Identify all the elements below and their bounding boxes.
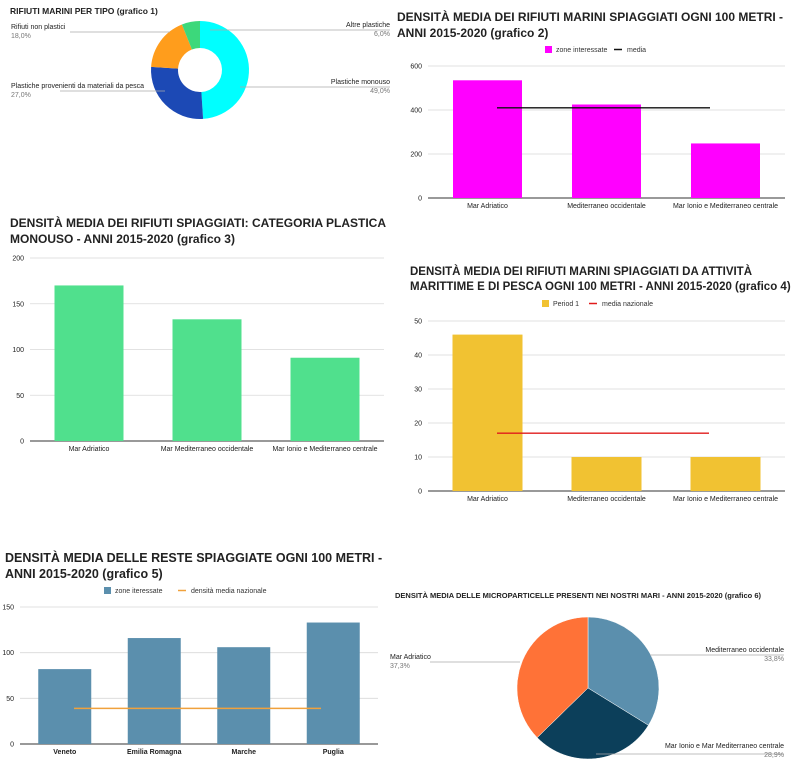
- c3-bar-1: [54, 285, 124, 441]
- c4-chart: 0 10 20 30 40 50 Mar Adriatico Mediterraneo occ…: [414, 300, 785, 503]
- c6-slice-percent: 33,8%: [764, 656, 784, 663]
- c4-y-tick-label: 0: [418, 489, 422, 496]
- c2-y-tick-label: 400: [410, 108, 422, 115]
- c2-legend: zone interessate media: [545, 46, 646, 54]
- c3-y-tick-label: 200: [12, 256, 24, 263]
- c2-x-tick-label: Mar Ionio e Mediterraneo centrale: [673, 203, 778, 210]
- c4-y-tick-label: 50: [414, 319, 422, 326]
- c5-title: DENSITÀ MEDIA DELLE RESTE SPIAGGIATE OGN…: [5, 550, 382, 581]
- c1-chart: Rifiuti non plastici 18,0% Altre plastiche…: [11, 21, 390, 119]
- c6-title: DENSITÀ MEDIA DELLE MICROPARTICELLE PRES…: [395, 591, 762, 600]
- c1-slice-percent: 27,0%: [11, 92, 31, 99]
- c2-x-tick-label: Mar Adriatico: [467, 203, 508, 210]
- c5-bar-1: [38, 669, 92, 744]
- c3-y-tick-label: 50: [16, 393, 24, 400]
- c4-y-tick-label: 20: [414, 421, 422, 428]
- c1-slice-label: Plastiche provenienti da materiali da pe…: [11, 83, 144, 90]
- c4-legend-label: Period 1: [553, 301, 579, 308]
- c4-x-tick-label: Mar Adriatico: [467, 496, 508, 503]
- c2-bar-3: [691, 143, 760, 198]
- c1-slice-percent: 18,0%: [11, 33, 31, 40]
- c1-slice-percent: 6,0%: [374, 31, 390, 38]
- c3-bar-2: [172, 319, 242, 441]
- c5-x-tick-label: Puglia: [323, 749, 344, 756]
- c2-chart: 0 200 400 600 Mar Adriatico Mediterraneo occi…: [410, 46, 785, 210]
- c5-bar-2: [127, 638, 181, 744]
- c3-title-line: DENSITÀ MEDIA DEI RIFIUTI SPIAGGIATI: CA…: [10, 215, 386, 230]
- c5-title-line: DENSITÀ MEDIA DELLE RESTE SPIAGGIATE OGN…: [5, 550, 382, 565]
- c6-slice-label: Mediterraneo occidentale: [705, 647, 784, 654]
- c1-slice-2: [151, 66, 204, 119]
- c6-slice-percent: 28,9%: [764, 752, 784, 759]
- c5-bar-3: [217, 647, 271, 744]
- c3-y-tick-label: 100: [12, 347, 24, 354]
- c2-y-tick-label: 200: [410, 152, 422, 159]
- c6-slice-1: [587, 616, 660, 726]
- c2-title-line: DENSITÀ MEDIA DEI RIFIUTI MARINI SPIAGGI…: [397, 9, 783, 24]
- c5-y-tick-label: 50: [6, 696, 14, 703]
- c4-bar-2: [571, 457, 642, 491]
- c2-x-tick-label: Mediterraneo occidentale: [567, 203, 646, 210]
- c5-x-tick-label: Veneto: [53, 749, 76, 756]
- c3-y-tick-label: 150: [12, 301, 24, 308]
- c4-y-tick-label: 30: [414, 387, 422, 394]
- c2-y-tick-label: 600: [410, 64, 422, 71]
- c5-legend: zone iteressate densità media nazionale: [104, 587, 267, 595]
- c6-slice-label: Mar Adriatico: [390, 654, 431, 661]
- c2-bar-1: [453, 80, 522, 198]
- c3-bar-3: [290, 357, 360, 441]
- c4-legend-swatch: [542, 300, 549, 307]
- c1-slice-label: Plastiche monouso: [331, 79, 390, 86]
- c2-bar-2: [572, 104, 641, 198]
- c5-chart: 0 50 100 150 Veneto Emilia Romagna Marche Pugli…: [2, 587, 378, 756]
- c3-chart: 0 50 100 150 200 Mar Adriatico Mar Mediterrane…: [12, 256, 384, 453]
- c1-slice-percent: 49,0%: [370, 88, 390, 95]
- c4-title-line: DENSITÀ MEDIA DEI RIFIUTI MARINI SPIAGGI…: [410, 265, 752, 278]
- c2-legend-line-label: media: [627, 47, 646, 54]
- c1-slice-1: [200, 21, 249, 119]
- c5-y-tick-label: 100: [2, 650, 14, 657]
- c6-slice-2: [536, 687, 649, 760]
- c4-legend-line-label: media nazionale: [602, 301, 653, 308]
- c2-title-line: ANNI 2015-2020 (grafico 2): [397, 26, 548, 40]
- c1-slice-4: [181, 21, 200, 50]
- c5-y-tick-label: 150: [2, 605, 14, 612]
- c5-legend-line-label: densità media nazionale: [191, 588, 267, 595]
- c1-slice-label: Rifiuti non plastici: [11, 24, 66, 31]
- c3-x-tick-label: Mar Adriatico: [69, 446, 110, 453]
- c2-title: DENSITÀ MEDIA DEI RIFIUTI MARINI SPIAGGI…: [397, 9, 783, 40]
- c1-slice-3: [151, 24, 192, 69]
- c5-legend-swatch: [104, 587, 111, 594]
- c4-title: DENSITÀ MEDIA DEI RIFIUTI MARINI SPIAGGI…: [410, 265, 791, 293]
- c3-title: DENSITÀ MEDIA DEI RIFIUTI SPIAGGIATI: CA…: [10, 215, 386, 246]
- c4-y-tick-label: 40: [414, 353, 422, 360]
- c4-x-tick-label: Mediterraneo occidentale: [567, 496, 646, 503]
- c3-y-tick-label: 0: [20, 439, 24, 446]
- c6-slice-label: Mar Ionio e Mar Mediterraneo centrale: [665, 743, 784, 750]
- c5-x-tick-label: Emilia Romagna: [127, 749, 182, 756]
- c2-legend-swatch: [545, 46, 552, 53]
- c6-slice-3: [516, 616, 589, 738]
- c6-slice-percent: 37,3%: [390, 663, 410, 670]
- c5-y-tick-label: 0: [10, 742, 14, 749]
- c3-title-line: MONOUSO - ANNI 2015-2020 (grafico 3): [10, 232, 235, 246]
- c3-x-tick-label: Mar Mediterraneo occidentale: [161, 446, 254, 453]
- c4-y-tick-label: 10: [414, 455, 422, 462]
- c4-bar-3: [690, 457, 761, 491]
- c4-x-tick-label: Mar Ionio e Mediterraneo centrale: [673, 496, 778, 503]
- c5-legend-label: zone iteressate: [115, 588, 163, 595]
- c2-y-tick-label: 0: [418, 196, 422, 203]
- c6-chart: Mediterraneo occidentale 33,8% Mar Adriati…: [390, 616, 784, 760]
- c1-slice-label: Altre plastiche: [346, 22, 390, 29]
- c4-bar-1: [452, 334, 523, 491]
- c5-title-line: ANNI 2015-2020 (grafico 5): [5, 567, 163, 581]
- c5-bar-4: [306, 622, 360, 744]
- c2-legend-label: zone interessate: [556, 47, 607, 54]
- c5-x-tick-label: Marche: [231, 749, 256, 756]
- c4-title-line: MARITTIME E DI PESCA OGNI 100 METRI - AN…: [410, 281, 791, 293]
- c4-legend: Period 1 media nazionale: [542, 300, 653, 308]
- c1-title: RIFIUTI MARINI PER TIPO (grafico 1): [10, 6, 158, 16]
- c3-x-tick-label: Mar Ionio e Mediterraneo centrale: [272, 446, 377, 453]
